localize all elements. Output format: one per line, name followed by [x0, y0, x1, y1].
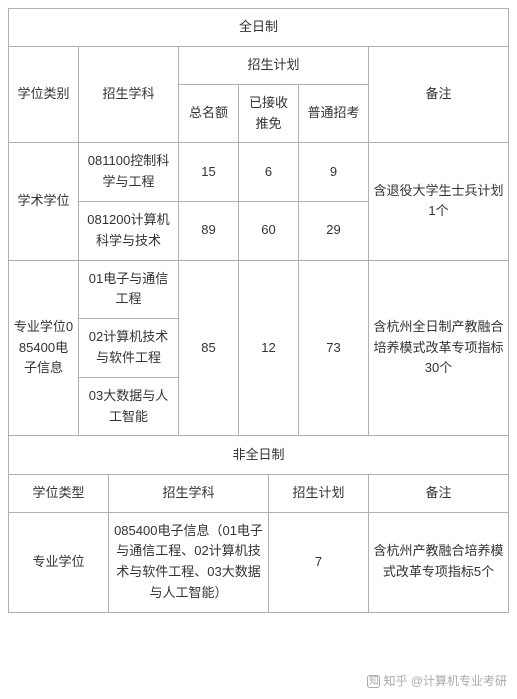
cell-received: 12: [239, 260, 299, 436]
cell-total: 15: [179, 143, 239, 202]
header-degree-type: 学位类别: [9, 47, 79, 143]
remark2: 含杭州产教融合培养模式改革专项指标5个: [369, 512, 509, 612]
remark-professional: 含杭州全日制产教融合培养模式改革专项指标30个: [369, 260, 509, 436]
cell-received: 6: [239, 143, 299, 202]
header2-degree-type: 学位类型: [9, 474, 109, 512]
plan2: 7: [269, 512, 369, 612]
header-subject: 招生学科: [79, 47, 179, 143]
header-remark: 备注: [369, 47, 509, 143]
remark-academic: 含退役大学生士兵计划1个: [369, 143, 509, 260]
header-plan: 招生计划: [179, 47, 369, 85]
subject-01: 01电子与通信工程: [79, 260, 179, 319]
header2-subject: 招生学科: [109, 474, 269, 512]
subject-02: 02计算机技术与软件工程: [79, 319, 179, 378]
watermark-text: 知乎 @计算机专业考研: [383, 674, 507, 688]
cell-total: 85: [179, 260, 239, 436]
subject2: 085400电子信息（01电子与通信工程、02计算机技术与软件工程、03大数据与…: [109, 512, 269, 612]
subject-03: 03大数据与人工智能: [79, 377, 179, 436]
header-normal: 普通招考: [299, 84, 369, 143]
cell-total: 89: [179, 201, 239, 260]
subject-081200: 081200计算机科学与技术: [79, 201, 179, 260]
parttime-table: 非全日制 学位类型 招生学科 招生计划 备注 专业学位 085400电子信息（0…: [8, 436, 509, 612]
cell-normal: 73: [299, 260, 369, 436]
cell-normal: 29: [299, 201, 369, 260]
header2-plan: 招生计划: [269, 474, 369, 512]
cell-normal: 9: [299, 143, 369, 202]
degree-academic: 学术学位: [9, 143, 79, 260]
subject-081100: 081100控制科学与工程: [79, 143, 179, 202]
header-received: 已接收推免: [239, 84, 299, 143]
degree2-professional: 专业学位: [9, 512, 109, 612]
zhihu-logo-icon: 知: [367, 675, 380, 688]
degree-professional: 专业学位085400电子信息: [9, 260, 79, 436]
cell-received: 60: [239, 201, 299, 260]
header2-remark: 备注: [369, 474, 509, 512]
watermark: 知知乎 @计算机专业考研: [367, 672, 507, 689]
fulltime-table: 全日制 学位类别 招生学科 招生计划 备注 总名额 已接收推免 普通招考 学术学…: [8, 8, 509, 436]
header-total: 总名额: [179, 84, 239, 143]
section2-title: 非全日制: [9, 436, 509, 474]
section1-title: 全日制: [9, 9, 509, 47]
